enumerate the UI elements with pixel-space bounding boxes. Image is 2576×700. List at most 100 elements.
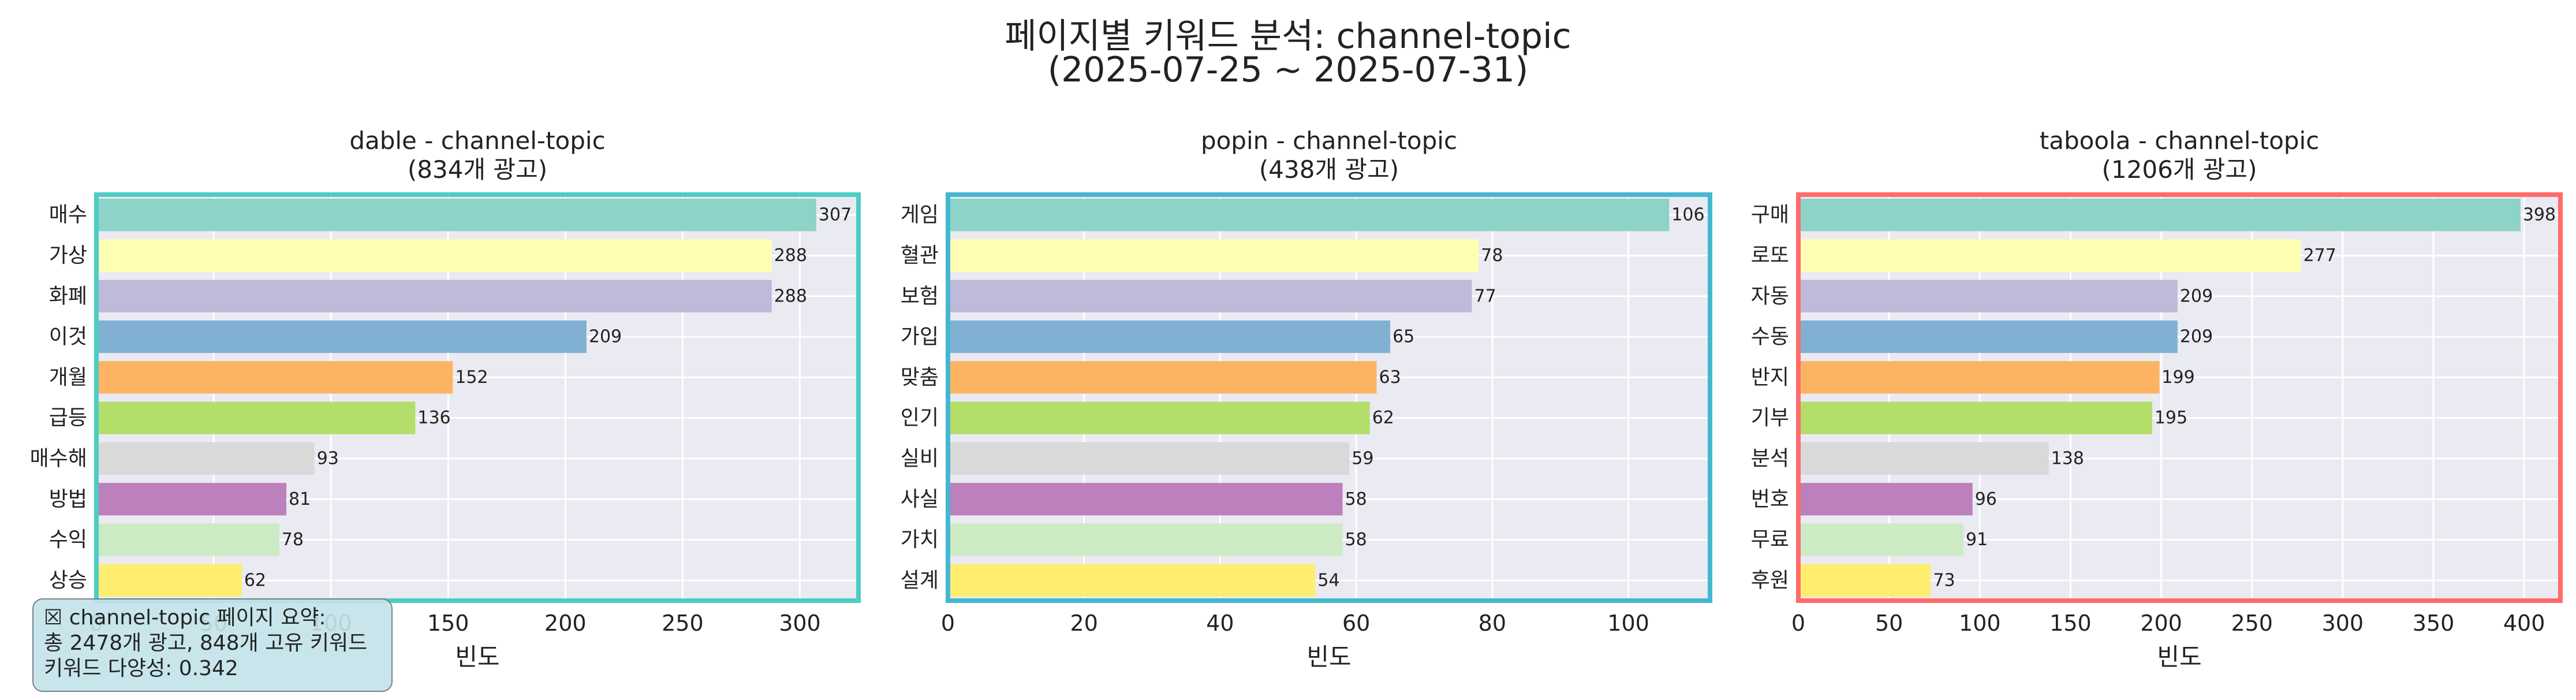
panel-2-bar [948,361,1377,394]
panel-1-bar [96,280,772,312]
panel-2-data-label: 65 [1392,327,1414,347]
panel-3-category-label: 구매 [1751,203,1789,227]
panel-2-x-tick-label: 100 [1607,610,1649,636]
panel-2-x-tick-label: 40 [1206,610,1234,636]
panel-2-category-label: 사실 [901,487,939,511]
panel-2-x-axis-label: 빈도 [1306,643,1351,671]
panel-3-category-label: 무료 [1751,528,1789,552]
panel-3-bar [1798,239,2301,272]
panel-3-x-tick-label: 150 [2049,610,2092,636]
panel-2-x-tick-label: 20 [1070,610,1098,636]
panel-3-bar [1798,280,2178,312]
panel-2-bar [948,280,1472,312]
panel-3-data-label: 209 [2180,327,2213,347]
panel-1-category-label: 방법 [49,487,87,511]
panel-2-bar [948,523,1343,556]
summary-line-totals: 총 2478개 광고, 848개 고유 키워드 [44,631,368,655]
panel-2-data-label: 54 [1317,570,1339,590]
figure-title: 페이지별 키워드 분석: channel-topic [1005,16,1571,57]
panel-3-x-tick-label: 200 [2140,610,2182,636]
panel-3-data-label: 96 [1975,489,1997,509]
panel-1-data-label: 136 [417,408,450,428]
panel-3-bar [1798,483,1973,516]
panel-2-data-label: 59 [1352,448,1373,468]
summary-line-diversity: 키워드 다양성: 0.342 [44,657,238,680]
panel-3-title-line: (1206개 광고) [2102,155,2257,184]
panel-3-data-label: 199 [2161,367,2194,388]
panel-3-category-label: 기부 [1751,406,1789,430]
panel-1-data-label: 209 [589,327,622,347]
panel-1-bar [96,483,286,516]
panel-1-data-label: 81 [289,489,311,509]
panel-1-category-label: 가상 [49,244,87,267]
panel-1-data-label: 307 [819,205,852,225]
panel-1-bar [96,320,587,353]
panel-3-bar [1798,199,2521,232]
panel-2-bar [948,239,1479,272]
figure-subtitle: (2025-07-25 ~ 2025-07-31) [1047,50,1529,90]
panel-1-data-label: 152 [455,367,488,388]
panel-3-category-label: 분석 [1751,446,1789,470]
panel-3-x-tick-label: 250 [2231,610,2273,636]
panel-3-category-label: 번호 [1751,487,1789,511]
panel-2-data-label: 63 [1379,367,1401,388]
panel-2-frame [946,192,1712,603]
panel-1-data-label: 288 [774,245,807,266]
panel-2-bar [948,442,1350,475]
panel-3-data-label: 195 [2155,408,2187,428]
panel-1-bar [96,523,279,556]
panel-1-x-tick-label: 150 [427,610,469,636]
panel-3-category-label: 후원 [1751,568,1789,592]
panel-2-x-tick-label: 0 [941,610,955,636]
panel-1-title-line: (834개 광고) [408,155,547,184]
panel-1-bar [96,361,453,394]
panel-3-data-label: 277 [2304,245,2336,266]
panel-3-category-label: 자동 [1751,284,1789,308]
panel-1-title-line: dable - channel-topic [349,126,605,155]
panel-1-category-label: 개월 [49,366,87,389]
panel-2-category-label: 설계 [901,568,939,592]
panel-2-category-label: 게임 [901,203,939,227]
panel-3-bar [1798,401,2152,434]
panel-1-x-tick-label: 300 [779,610,821,636]
panel-2-category-label: 혈관 [901,244,939,267]
panel-1-category-label: 매수 [49,203,87,227]
panel-1-data-label: 93 [317,448,339,468]
panel-1-category-label: 이것 [49,325,87,349]
panel-3-data-label: 138 [2051,448,2084,468]
panel-2-data-label: 106 [1671,205,1704,225]
panel-1-bar [96,239,772,272]
panel-1-x-axis-label: 빈도 [455,643,499,671]
summary-box: ☒ channel-topic 페이지 요약: 총 2478개 광고, 848개… [32,598,393,692]
panel-3-frame [1796,192,2563,603]
panel-2-title-line: (438개 광고) [1259,155,1399,184]
panel-1-data-label: 62 [244,570,266,590]
panel-2-category-label: 가입 [901,325,939,349]
panel-3-x-tick-label: 100 [1959,610,2001,636]
panel-3-bar [1798,442,2049,475]
panel-2-bar [948,199,1670,232]
panel-2-data-label: 58 [1345,530,1367,550]
panel-1-data-label: 78 [282,530,304,550]
panel-2-bar [948,483,1343,516]
panel-3-x-tick-label: 300 [2322,610,2364,636]
panel-2-category-label: 보험 [901,284,939,308]
panel-2-category-label: 인기 [901,406,939,430]
panel-1-category-label: 급등 [49,406,87,430]
panel-3-bar [1798,523,1963,556]
panel-3-data-label: 91 [1966,530,1988,550]
panel-2-data-label: 62 [1372,408,1394,428]
panel-2-category-label: 가치 [901,528,939,552]
panel-3-x-tick-label: 400 [2503,610,2545,636]
panel-1-bar [96,442,315,475]
panel-2-bar [948,401,1370,434]
panel-2-category-label: 실비 [901,446,939,470]
panel-1-x-tick-label: 200 [544,610,587,636]
panel-3-category-label: 반지 [1751,366,1789,389]
panel-1-frame [94,192,861,603]
panel-2-title-line: popin - channel-topic [1201,126,1457,155]
panel-2-bar [948,320,1391,353]
panel-1-data-label: 288 [774,286,807,306]
panel-1-x-tick-label: 250 [662,610,704,636]
